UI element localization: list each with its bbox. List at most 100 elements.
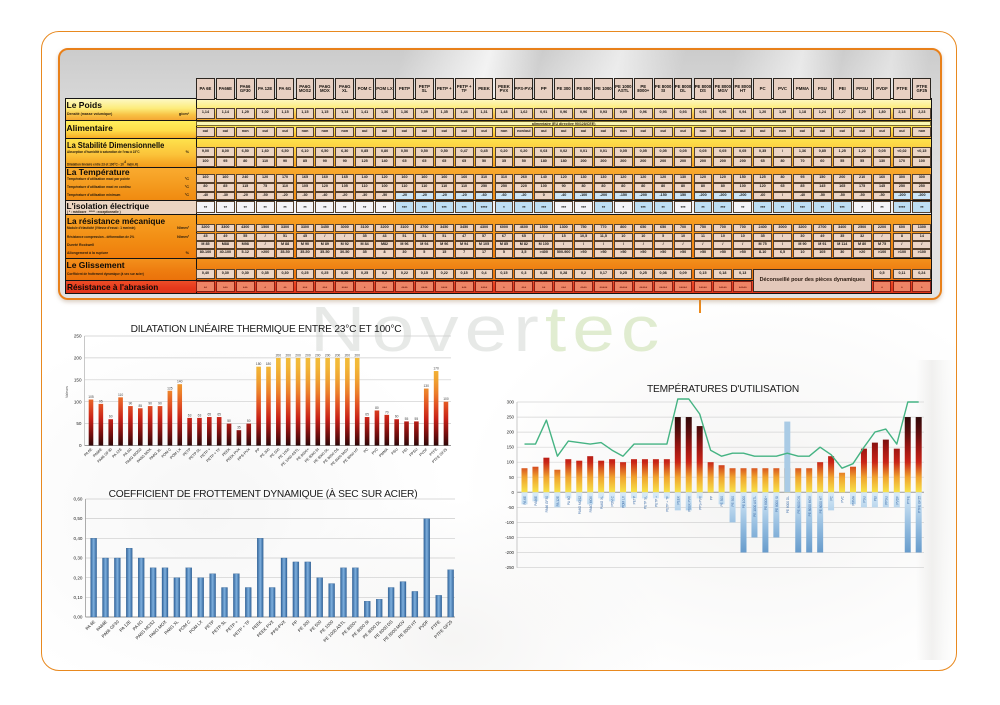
svg-text:63: 63 xyxy=(188,413,192,417)
svg-text:35: 35 xyxy=(237,426,241,430)
svg-text:70: 70 xyxy=(385,410,389,414)
svg-text:170: 170 xyxy=(433,367,439,371)
svg-text:100: 100 xyxy=(74,399,82,404)
svg-text:65: 65 xyxy=(365,413,369,417)
svg-text:90: 90 xyxy=(129,402,133,406)
svg-text:180: 180 xyxy=(266,362,272,366)
svg-text:180: 180 xyxy=(256,362,262,366)
svg-text:PE 500: PE 500 xyxy=(269,447,280,458)
svg-text:PA 6E: PA 6E xyxy=(84,619,96,631)
svg-text:150: 150 xyxy=(74,377,82,382)
svg-text:0,30: 0,30 xyxy=(74,556,83,561)
svg-text:65: 65 xyxy=(207,413,211,417)
svg-text:COEFFICIENT DE FROTTEMENT DYNA: COEFFICIENT DE FROTTEMENT DYNAMIQUE (À S… xyxy=(109,487,418,500)
svg-text:PP: PP xyxy=(709,496,713,500)
svg-text:250: 250 xyxy=(74,334,82,339)
svg-text:-200: -200 xyxy=(505,550,514,555)
svg-text:POM C: POM C xyxy=(611,495,615,506)
svg-text:200: 200 xyxy=(295,353,301,357)
svg-text:100: 100 xyxy=(507,460,515,465)
svg-text:PA 12E: PA 12E xyxy=(556,496,560,506)
svg-text:50: 50 xyxy=(227,419,231,423)
svg-text:PE 8000+: PE 8000+ xyxy=(764,496,768,510)
svg-text:PETP: PETP xyxy=(633,496,637,504)
svg-text:95: 95 xyxy=(99,399,103,403)
svg-text:-50: -50 xyxy=(508,505,515,510)
svg-text:50: 50 xyxy=(247,419,251,423)
svg-text:PE 8000 HT: PE 8000 HT xyxy=(819,496,823,513)
svg-text:PA 6G: PA 6G xyxy=(567,495,571,504)
svg-text:PE 8000 SI: PE 8000 SI xyxy=(775,496,779,512)
svg-text:PMMA: PMMA xyxy=(852,495,856,505)
svg-text:50: 50 xyxy=(509,475,514,480)
svg-text:63: 63 xyxy=(198,413,202,417)
svg-text:PA 6G: PA 6G xyxy=(122,447,132,457)
svg-text:PA66 GF30: PA66 GF30 xyxy=(545,496,549,513)
svg-text:PA 6E: PA 6E xyxy=(83,447,93,457)
svg-text:200: 200 xyxy=(305,353,311,357)
svg-text:300: 300 xyxy=(507,400,515,405)
svg-text:PETP +: PETP + xyxy=(655,496,659,507)
svg-text:PSU: PSU xyxy=(391,447,399,455)
svg-text:PEI: PEI xyxy=(402,447,409,454)
svg-text:PA 12E: PA 12E xyxy=(111,447,123,459)
svg-text:PA66E: PA66E xyxy=(92,447,103,458)
svg-text:0,60: 0,60 xyxy=(74,497,83,502)
svg-text:-150: -150 xyxy=(505,535,514,540)
svg-text:PE 1000 ASTL: PE 1000 ASTL xyxy=(753,496,757,517)
svg-text:200: 200 xyxy=(285,353,291,357)
svg-text:200: 200 xyxy=(507,430,515,435)
svg-text:DILATATION LINÉAIRE THERMIQUE: DILATATION LINÉAIRE THERMIQUE ENTRE 23°C… xyxy=(131,322,402,335)
svg-text:0,00: 0,00 xyxy=(74,615,83,620)
svg-text:PTFE GF25: PTFE GF25 xyxy=(917,496,921,513)
svg-text:150: 150 xyxy=(507,445,515,450)
svg-text:200: 200 xyxy=(325,353,331,357)
svg-text:50: 50 xyxy=(76,421,82,426)
svg-text:POM LX: POM LX xyxy=(622,495,626,508)
svg-text:PEI: PEI xyxy=(874,496,878,501)
svg-text:PVDF: PVDF xyxy=(418,619,430,631)
svg-text:-250: -250 xyxy=(505,565,514,570)
svg-text:Valeurs: Valeurs xyxy=(65,386,69,398)
svg-text:PEEK: PEEK xyxy=(676,495,680,504)
svg-text:60: 60 xyxy=(109,415,113,419)
svg-text:PE 500: PE 500 xyxy=(731,496,735,507)
svg-text:PSU: PSU xyxy=(863,495,867,502)
svg-text:PVDF: PVDF xyxy=(419,447,429,457)
svg-text:60: 60 xyxy=(395,415,399,419)
svg-text:200: 200 xyxy=(335,353,341,357)
svg-text:0,50: 0,50 xyxy=(74,516,83,521)
svg-text:PVDF: PVDF xyxy=(895,496,899,505)
svg-text:85: 85 xyxy=(138,404,142,408)
svg-text:PTFE: PTFE xyxy=(430,619,442,631)
svg-text:PTFE: PTFE xyxy=(906,496,910,504)
svg-text:PEEK PVX: PEEK PVX xyxy=(687,495,691,512)
svg-text:100: 100 xyxy=(443,397,449,401)
svg-text:PE 8000 DS: PE 8000 DS xyxy=(797,496,801,514)
svg-text:PVC: PVC xyxy=(841,495,845,502)
svg-text:0: 0 xyxy=(512,490,515,495)
svg-text:PTFE: PTFE xyxy=(429,447,439,457)
svg-text:55: 55 xyxy=(415,417,419,421)
svg-text:PPS‑PVX: PPS‑PVX xyxy=(698,495,702,510)
svg-text:TEMPÉRATURES D'UTILISATION: TEMPÉRATURES D'UTILISATION xyxy=(647,382,799,395)
svg-text:PETP +: PETP + xyxy=(200,447,212,459)
svg-text:110: 110 xyxy=(118,393,123,397)
svg-text:POM LX: POM LX xyxy=(188,619,203,634)
svg-text:65: 65 xyxy=(217,413,221,417)
svg-text:200: 200 xyxy=(345,353,351,357)
svg-text:PVC: PVC xyxy=(371,447,379,455)
svg-text:PE 8000 MGV: PE 8000 MGV xyxy=(808,495,812,516)
svg-text:90: 90 xyxy=(148,402,152,406)
svg-text:PE 300: PE 300 xyxy=(259,447,270,458)
svg-text:PPSU: PPSU xyxy=(884,495,888,504)
svg-text:105: 105 xyxy=(88,395,94,399)
svg-text:PETP + TF: PETP + TF xyxy=(665,496,669,512)
svg-text:POM C: POM C xyxy=(161,447,173,459)
svg-text:PC: PC xyxy=(363,447,370,454)
svg-text:PC: PC xyxy=(830,495,834,500)
svg-text:PA6G MOX: PA6G MOX xyxy=(589,495,593,512)
svg-text:200: 200 xyxy=(74,356,82,361)
svg-text:250: 250 xyxy=(507,415,515,420)
svg-text:200: 200 xyxy=(354,353,360,357)
